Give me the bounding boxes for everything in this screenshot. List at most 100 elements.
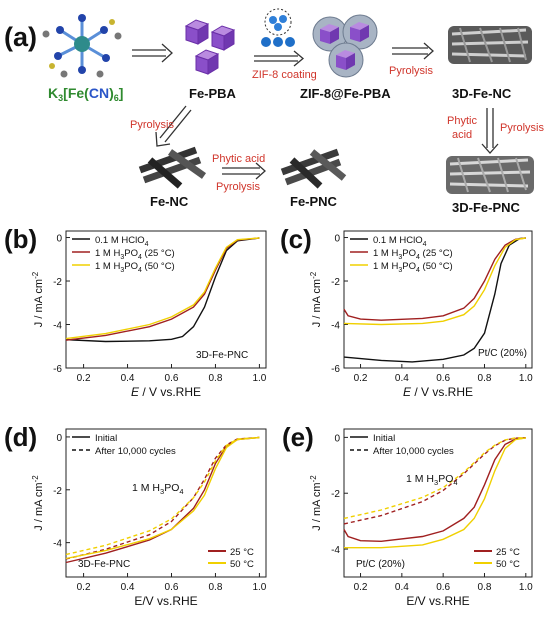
electrolyte-annotation-e: 1 M H3PO4 [406, 473, 458, 487]
y-tick-label-d: -4 [53, 539, 62, 550]
x-tick-label-b: 0.8 [208, 373, 222, 384]
scheme-panel: (a) K3[Fe(CN)6] [4, 8, 545, 215]
phytic-acid-label-mid: Phytic acid [212, 153, 265, 165]
y-axis-label-e: J / mA cm-2 [309, 475, 323, 531]
y-tick-label-d: -2 [53, 486, 62, 497]
electrolyte-annotation-d: 1 M H3PO4 [132, 482, 184, 496]
series-line-c-0 [343, 237, 526, 363]
pyrolysis-label-mid: Pyrolysis [216, 181, 261, 193]
3d-fe-nc-label: 3D-Fe-NC [452, 86, 512, 101]
series-line-b-0 [65, 237, 260, 343]
panel-label-a: (a) [4, 22, 37, 52]
panel-label-e: (e) [282, 422, 314, 452]
3d-fe-pnc-icon [446, 156, 534, 194]
x-tick-label-e: 0.4 [395, 582, 409, 593]
pyrolysis-label-left: Pyrolysis [130, 119, 175, 131]
arrow-phytic-mid [222, 162, 266, 180]
plot-frame-b [65, 230, 267, 369]
x-tick-label-c: 0.8 [478, 373, 492, 384]
panel-label-b: (b) [4, 224, 37, 254]
precursor-formula: K3[Fe(CN)6] [48, 85, 123, 103]
series-line-c-1 [343, 237, 526, 321]
y-tick-label-c: 0 [334, 234, 340, 245]
annotation-d: 3D-Fe-PNC [78, 559, 130, 570]
y-axis-label-d: J / mA cm-2 [31, 475, 45, 531]
3d-fe-pnc-label: 3D-Fe-PNC [452, 200, 521, 215]
y-tick-label-b: -4 [53, 321, 62, 332]
fe-pnc-rods-icon [280, 148, 347, 189]
series-line-e-3 [343, 437, 526, 520]
x-tick-label-c: 0.2 [354, 373, 368, 384]
arrow-zif8-coating [254, 50, 305, 67]
chart-panel-d: (d) 0.2 0.4 0.6 0.8 1.0 0 -2 -4 E/V vs.RHE J / mA … [4, 422, 267, 608]
y-axis-label-b: J / mA cm-2 [31, 271, 45, 327]
legend-label-e: After 10,000 cycles [373, 446, 454, 457]
zif8-coating-label: ZIF-8 coating [252, 69, 317, 81]
annotation-c: Pt/C (20%) [478, 348, 527, 359]
x-axis-label-d: E/V vs.RHE [134, 594, 197, 608]
legend-label-b: 1 M H3PO4 (50 °C) [95, 261, 175, 274]
series-line-b-2 [65, 237, 260, 340]
chart-panel-c: (c) 0.2 0.4 0.6 0.8 1.0 0 -2 -4 -6 E / V vs.RHE J /… [280, 224, 533, 399]
x-tick-label-c: 0.4 [395, 373, 409, 384]
phytic-label-right-2: acid [452, 129, 472, 141]
chart-panel-e: (e) 0.2 0.4 0.6 0.8 1.0 0 -2 -4 E/V vs.RHE J / mA … [282, 422, 533, 608]
x-tick-label-e: 0.8 [478, 582, 492, 593]
y-axis-label-c: J / mA cm-2 [309, 271, 323, 327]
x-tick-label-e: 0.2 [354, 582, 368, 593]
x-tick-label-b: 0.2 [77, 373, 91, 384]
legend-label-e: Initial [373, 433, 395, 444]
zif8-coating-icon [261, 8, 295, 47]
y-tick-label-b: -6 [53, 364, 62, 375]
legend-label-b: 1 M H3PO4 (25 °C) [95, 248, 175, 261]
fe-pnc-label: Fe-PNC [290, 194, 338, 209]
x-tick-label-d: 0.8 [208, 582, 222, 593]
fe-pba-label: Fe-PBA [189, 86, 237, 101]
legend-label-d: After 10,000 cycles [95, 446, 176, 457]
y-tick-label-e: -2 [331, 489, 340, 500]
y-tick-label-b: 0 [56, 234, 62, 245]
x-tick-label-e: 0.6 [436, 582, 450, 593]
panel-label-d: (d) [4, 422, 37, 452]
annotation-e: Pt/C (20%) [356, 559, 405, 570]
x-tick-label-d: 0.2 [77, 582, 91, 593]
legend2-label-e: 50 °C [496, 559, 520, 570]
pyrolysis-label-top: Pyrolysis [389, 65, 434, 77]
y-tick-label-d: 0 [56, 433, 62, 444]
annotation-b: 3D-Fe-PNC [196, 350, 248, 361]
x-axis-label-e: E/V vs.RHE [406, 594, 469, 608]
legend-label-c: 1 M H3PO4 (50 °C) [373, 261, 453, 274]
legend-label-d: Initial [95, 433, 117, 444]
legend-label-b: 0.1 M HClO4 [95, 235, 149, 248]
x-tick-label-d: 0.4 [121, 582, 135, 593]
y-tick-label-c: -2 [331, 277, 340, 288]
fe-nc-label: Fe-NC [150, 194, 189, 209]
pyrolysis-label-right: Pyrolysis [500, 122, 545, 134]
panel-label-c: (c) [280, 224, 312, 254]
plot-frame-d [65, 428, 267, 578]
series-line-c-2 [343, 237, 526, 326]
legend-label-c: 1 M H3PO4 (25 °C) [373, 248, 453, 261]
arrow-to-fe-pba [132, 43, 173, 63]
zif8-fe-pba-label: ZIF-8@Fe-PBA [300, 86, 391, 101]
x-tick-label-b: 0.6 [165, 373, 179, 384]
y-tick-label-c: -6 [331, 364, 340, 375]
x-tick-label-c: 0.6 [436, 373, 450, 384]
series-line-d-3 [65, 436, 260, 556]
fe-pba-cubes-icon [184, 19, 236, 75]
phytic-label-right-1: Phytic [447, 115, 477, 127]
arrow-phytic-down-right [481, 108, 499, 154]
series-line-d-2 [65, 436, 260, 560]
k3fecn6-molecule-icon [42, 14, 122, 78]
arrow-pyrolysis-down-left [155, 105, 192, 147]
y-tick-label-e: -4 [331, 545, 340, 556]
x-tick-label-b: 0.4 [121, 373, 135, 384]
fe-nc-rods-icon [138, 146, 207, 189]
legend2-label-d: 25 °C [230, 547, 254, 558]
x-tick-label-b: 1.0 [252, 373, 266, 384]
legend2-label-d: 50 °C [230, 559, 254, 570]
y-tick-label-b: -2 [53, 277, 62, 288]
x-tick-label-d: 0.6 [165, 582, 179, 593]
legend2-label-e: 25 °C [496, 547, 520, 558]
